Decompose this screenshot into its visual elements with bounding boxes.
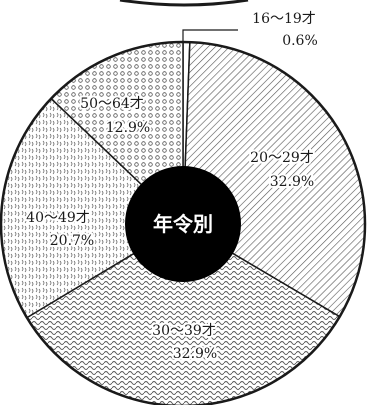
center-hole bbox=[125, 166, 241, 282]
label-30-39-value: 32.9% bbox=[173, 346, 217, 362]
label-40-49-value: 20.7% bbox=[50, 233, 94, 249]
top-ring-fragment bbox=[119, 0, 249, 7]
label-50-64-category: 50～64才 bbox=[80, 96, 144, 112]
label-20-29-value: 32.9% bbox=[270, 174, 314, 190]
center-label: 年令別 bbox=[153, 212, 213, 236]
label-30-39-category: 30～39才 bbox=[152, 323, 216, 339]
leader-line-16-19 bbox=[182, 29, 238, 42]
label-16-19-value: 0.6% bbox=[282, 33, 318, 49]
label-50-64-value: 12.9% bbox=[106, 120, 150, 136]
label-40-49-category: 40～49才 bbox=[26, 210, 90, 226]
label-20-29-category: 20～29才 bbox=[250, 150, 314, 166]
label-16-19-category: 16～19才 bbox=[252, 11, 316, 27]
